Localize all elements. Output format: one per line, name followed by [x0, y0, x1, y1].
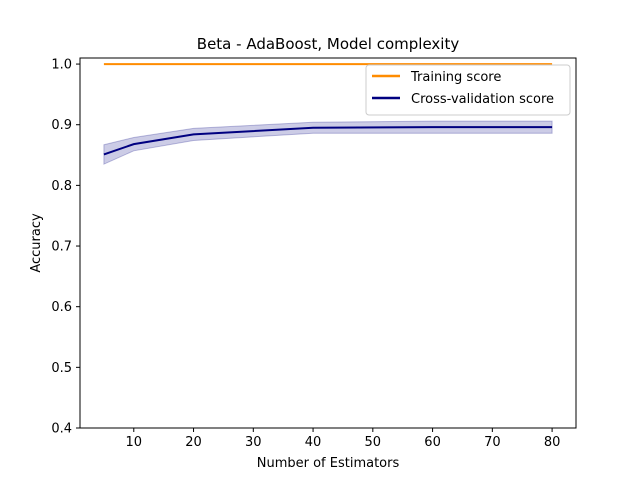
legend: Training score Cross-validation score [365, 64, 571, 116]
y-axis-title: Accuracy [29, 213, 44, 273]
x-axis-title: Number of Estimators [257, 456, 400, 471]
y-tick-label: 1.0 [51, 58, 72, 73]
y-tick-label: 0.5 [51, 361, 72, 376]
y-tick-label: 0.9 [51, 118, 72, 133]
cross-validation-score-line [103, 126, 553, 156]
legend-box [365, 64, 571, 116]
plot-frame [79, 57, 577, 429]
y-axis: 0.4 0.5 0.6 0.7 0.8 0.9 1.0 [51, 58, 80, 437]
chart-title: Beta - AdaBoost, Model complexity [197, 35, 460, 53]
plot-area [103, 63, 553, 165]
cross-validation-band [103, 120, 553, 165]
y-tick-label: 0.4 [51, 422, 72, 437]
y-tick-label: 0.6 [51, 300, 72, 315]
x-axis: 10 20 30 40 50 60 70 80 [126, 428, 561, 450]
x-tick-label: 40 [305, 435, 322, 450]
x-tick-label: 10 [126, 435, 143, 450]
x-tick-label: 70 [484, 435, 501, 450]
x-tick-label: 80 [544, 435, 561, 450]
x-tick-label: 30 [245, 435, 262, 450]
legend-label-cross-validation: Cross-validation score [411, 92, 554, 107]
legend-label-training: Training score [410, 70, 501, 85]
y-tick-label: 0.8 [51, 179, 72, 194]
x-tick-label: 50 [365, 435, 382, 450]
x-tick-label: 60 [424, 435, 441, 450]
x-tick-label: 20 [185, 435, 202, 450]
y-tick-label: 0.7 [51, 240, 72, 255]
